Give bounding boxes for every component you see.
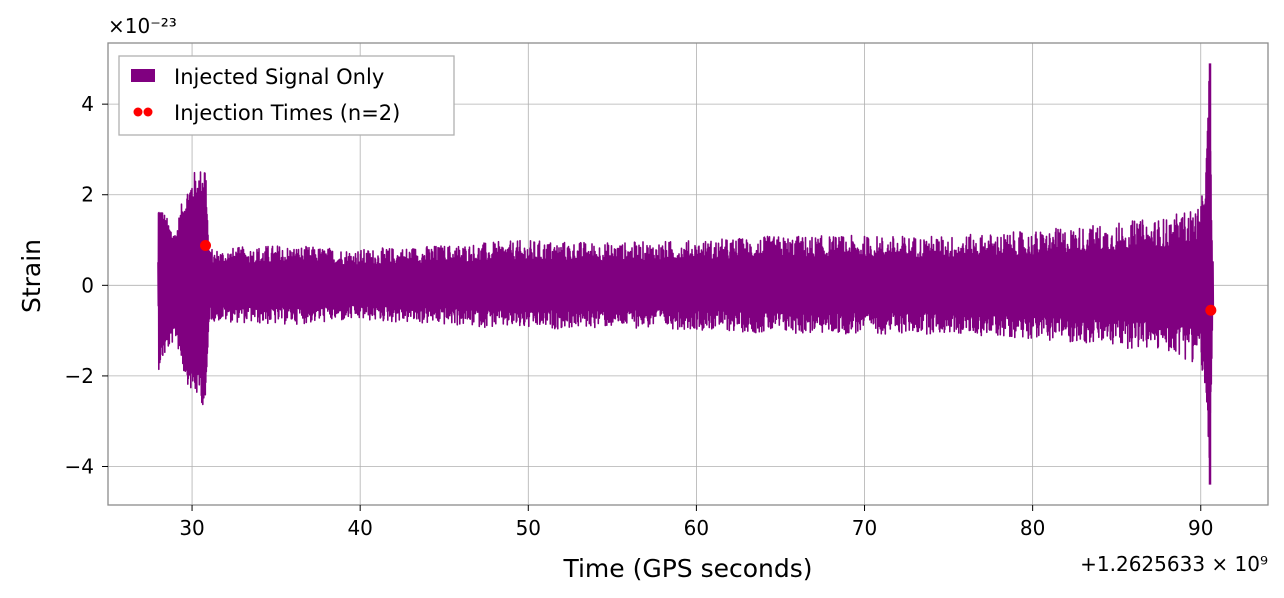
- y-tick-label: −2: [65, 364, 94, 388]
- signal-series: [157, 63, 1215, 485]
- signal-line: [157, 80, 1215, 459]
- legend-swatch-signal: [131, 69, 155, 82]
- x-tick-label: 70: [852, 516, 877, 540]
- x-offset-text: +1.2625633 × 10⁹: [1080, 552, 1268, 576]
- x-tick-label: 90: [1188, 516, 1213, 540]
- x-axis-label: Time (GPS seconds): [562, 554, 812, 583]
- injection-point: [1205, 304, 1217, 316]
- x-tick-label: 80: [1020, 516, 1045, 540]
- x-tick-label: 30: [179, 516, 204, 540]
- x-axis-ticks: 30 40 50 60 70 80 90: [179, 505, 1213, 540]
- injection-points: [200, 239, 1217, 316]
- y-axis-label: Strain: [17, 239, 46, 313]
- x-tick-label: 40: [347, 516, 372, 540]
- legend-marker-injection-2: [143, 107, 153, 117]
- plot-frame: [107, 42, 1269, 506]
- y-tick-label: 0: [81, 273, 94, 297]
- legend-label-signal: Injected Signal Only: [174, 65, 384, 89]
- y-tick-label: −4: [65, 455, 94, 479]
- y-tick-label: 2: [81, 183, 94, 207]
- legend-label-injection: Injection Times (n=2): [174, 101, 400, 125]
- legend-box: [118, 55, 455, 136]
- legend-marker-injection-1: [133, 107, 143, 117]
- injection-point: [200, 239, 212, 251]
- x-tick-label: 60: [684, 516, 709, 540]
- y-tick-label: 4: [81, 92, 94, 116]
- x-tick-label: 50: [516, 516, 541, 540]
- y-scale-factor: ×10⁻²³: [108, 14, 177, 38]
- y-axis-ticks: −4 −2 0 2 4: [65, 92, 108, 479]
- legend: Injected Signal Only Injection Times (n=…: [118, 55, 455, 136]
